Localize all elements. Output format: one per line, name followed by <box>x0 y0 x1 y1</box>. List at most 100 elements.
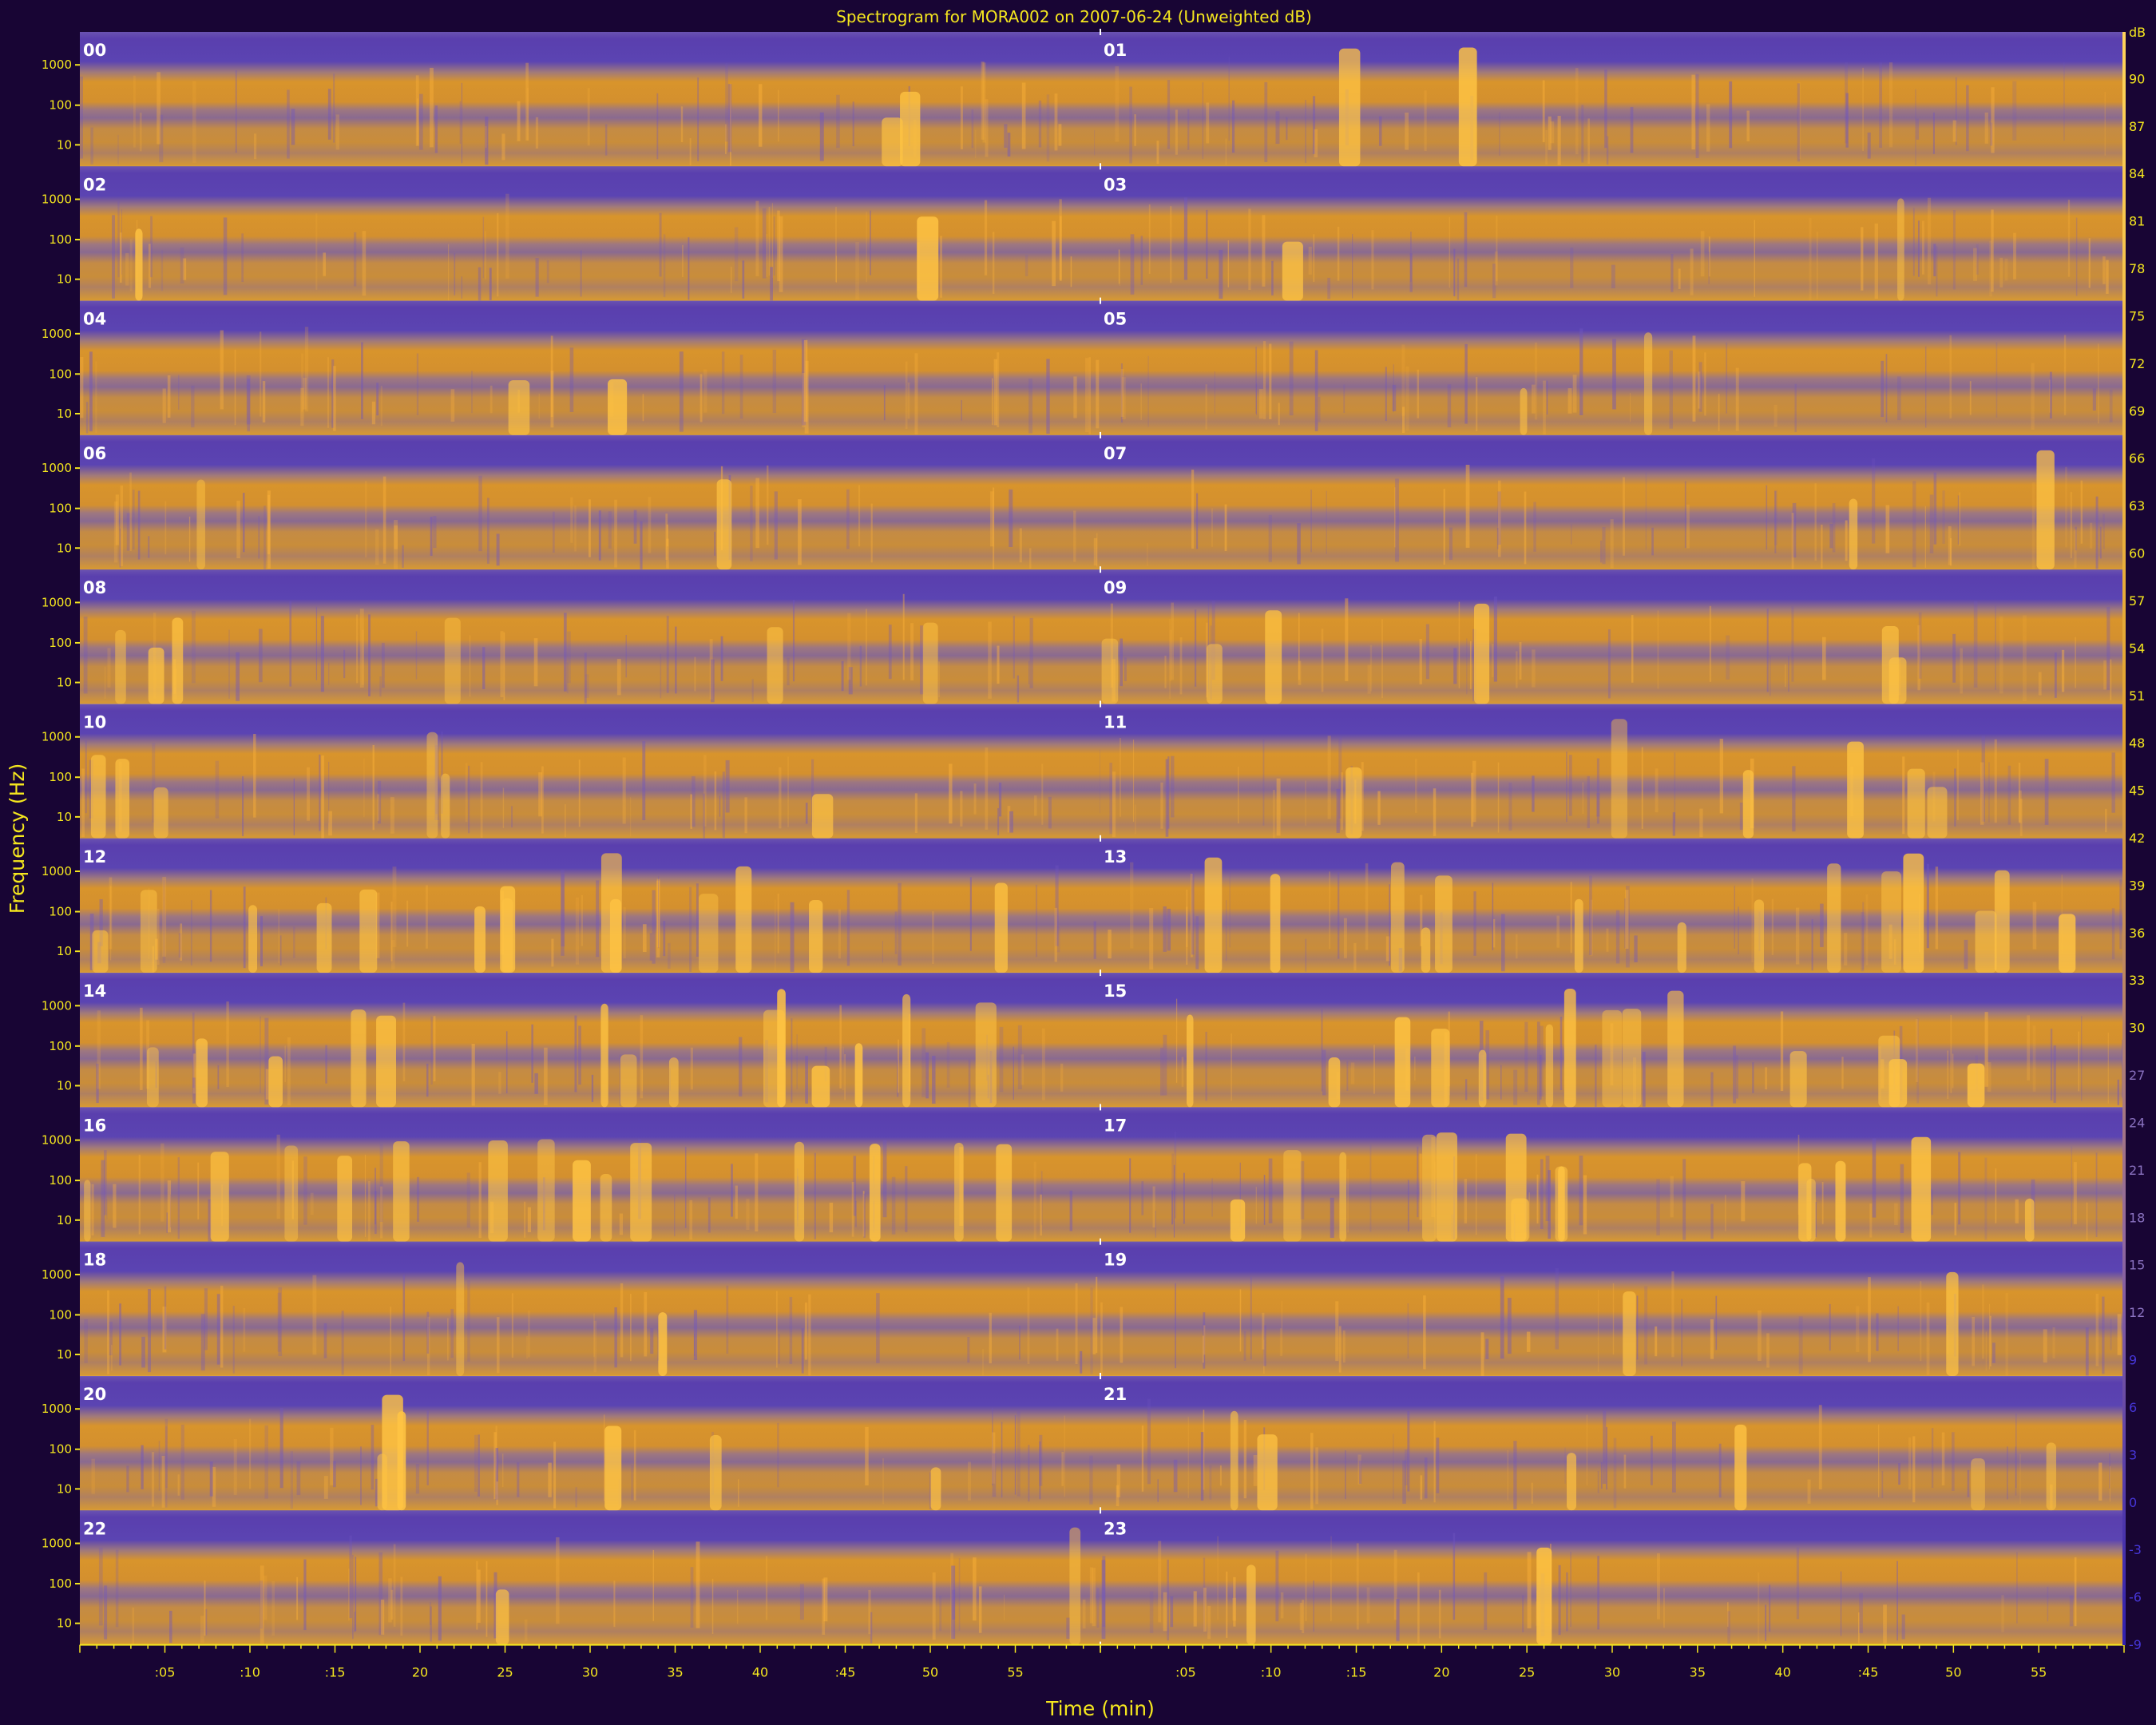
spectrogram-texture <box>477 1569 481 1623</box>
spectrogram-texture <box>1419 1153 1422 1220</box>
spectrogram-texture <box>1167 80 1171 149</box>
spectrogram-texture <box>1501 914 1505 972</box>
spectrogram-texture <box>296 1461 301 1496</box>
sound-event <box>902 993 911 1108</box>
y-tick-label: 100 <box>49 1307 72 1322</box>
spectrogram-texture <box>703 793 705 839</box>
spectrogram-texture <box>1587 118 1590 165</box>
spectrogram-texture <box>2007 1446 2008 1500</box>
spectrogram-texture <box>1175 1283 1176 1369</box>
spectrogram-texture <box>630 1293 632 1362</box>
spectrogram-texture <box>1798 82 1801 160</box>
panel-background <box>1100 973 2124 1108</box>
spectrogram-texture <box>720 636 723 681</box>
spectrogram-texture <box>84 1319 88 1363</box>
spectrogram-texture <box>140 1007 143 1090</box>
spectrogram-texture <box>1134 804 1136 835</box>
spectrogram-texture <box>430 67 434 148</box>
spectrogram-texture <box>1651 527 1654 556</box>
spectrogram-texture <box>137 490 141 560</box>
spectrogram-texture <box>434 105 438 153</box>
spectrogram-texture <box>1152 1186 1155 1228</box>
spectrogram-texture <box>162 876 167 957</box>
colorbar-tick-label: -3 <box>2129 1542 2142 1557</box>
spectrogram-texture <box>805 1056 808 1104</box>
spectrogram-texture <box>1984 1012 1988 1087</box>
spectrogram-texture <box>1217 1536 1219 1620</box>
spectrogram-texture <box>778 89 779 142</box>
spectrogram-texture <box>1327 277 1331 299</box>
spectrogram-texture <box>561 874 565 947</box>
spectrogram-texture <box>1175 998 1178 1083</box>
spectrogram-texture <box>1093 921 1096 959</box>
spectrogram-texture <box>574 1015 577 1092</box>
spectrogram-texture <box>569 347 574 412</box>
spectrogram-texture <box>1966 85 1969 152</box>
spectrogram-texture <box>200 1616 204 1643</box>
panel-background <box>80 704 1100 839</box>
spectrogram-texture <box>496 1481 499 1505</box>
sound-event <box>1257 1434 1278 1511</box>
spectrogram-texture <box>2117 1079 2119 1105</box>
colorbar-tick-label: 90 <box>2129 71 2145 86</box>
spectrogram-texture <box>1927 197 1932 285</box>
spectrogram-texture <box>111 1344 113 1371</box>
spectrogram-texture <box>1407 1303 1409 1359</box>
spectrogram-texture <box>1326 490 1328 554</box>
spectrogram-texture <box>438 1576 442 1641</box>
spectrogram-texture <box>1396 1599 1400 1642</box>
x-tick-label: :15 <box>1346 1665 1367 1680</box>
spectrogram-texture <box>113 1184 117 1228</box>
spectrogram-texture <box>1109 763 1112 835</box>
panel-08: 08 <box>80 569 1100 704</box>
hour-label: 23 <box>1104 1519 1127 1538</box>
spectrogram-texture <box>1096 1276 1098 1354</box>
spectrogram-texture <box>939 1596 942 1632</box>
spectrogram-texture <box>1492 264 1496 299</box>
spectrogram-texture <box>1900 1164 1904 1233</box>
sound-event <box>1346 767 1362 839</box>
spectrogram-texture <box>1766 1333 1770 1368</box>
spectrogram-texture <box>792 600 795 682</box>
spectrogram-texture <box>883 385 886 421</box>
spectrogram-texture <box>119 1303 121 1366</box>
sound-event <box>426 732 438 839</box>
spectrogram-texture <box>402 1275 406 1362</box>
spectrogram-texture <box>390 797 394 834</box>
spectrogram-texture <box>2110 1319 2112 1350</box>
spectrogram-texture <box>633 510 637 544</box>
spectrogram-texture <box>1195 916 1199 970</box>
spectrogram-texture <box>148 1289 151 1373</box>
spectrogram-texture <box>596 880 600 958</box>
sound-event <box>869 1144 881 1242</box>
spectrogram-texture <box>1377 791 1381 825</box>
spectrogram-texture <box>246 375 251 425</box>
hour-label: 01 <box>1104 41 1127 60</box>
spectrogram-texture <box>591 1074 594 1102</box>
spectrogram-texture <box>303 1559 307 1631</box>
spectrogram-texture <box>1754 220 1756 297</box>
colorbar-tick-label: 48 <box>2129 736 2145 751</box>
spectrogram-texture <box>1225 138 1227 165</box>
spectrogram-texture <box>1757 1310 1762 1362</box>
sound-event <box>1283 1150 1302 1242</box>
spectrogram-texture <box>1343 918 1347 958</box>
panel-background <box>1100 166 2124 301</box>
spectrogram-texture <box>378 1552 383 1636</box>
spectrogram-texture <box>1181 1057 1184 1087</box>
spectrogram-texture <box>448 244 450 301</box>
spectrogram-texture <box>1314 350 1318 431</box>
spectrogram-texture <box>180 1424 184 1500</box>
spectrogram-texture <box>485 125 487 148</box>
spectrogram-texture <box>359 609 364 688</box>
spectrogram-texture <box>234 350 236 426</box>
spectrogram-texture <box>967 1337 970 1363</box>
spectrogram-texture <box>1500 1275 1504 1359</box>
spectrogram-texture <box>1925 346 1927 428</box>
x-tick-label: 20 <box>1433 1665 1449 1680</box>
spectrogram-texture <box>660 653 662 699</box>
spectrogram-texture <box>528 1311 530 1358</box>
spectrogram-texture <box>898 882 902 966</box>
spectrogram-texture <box>1897 1306 1899 1351</box>
spectrogram-texture <box>663 921 666 957</box>
